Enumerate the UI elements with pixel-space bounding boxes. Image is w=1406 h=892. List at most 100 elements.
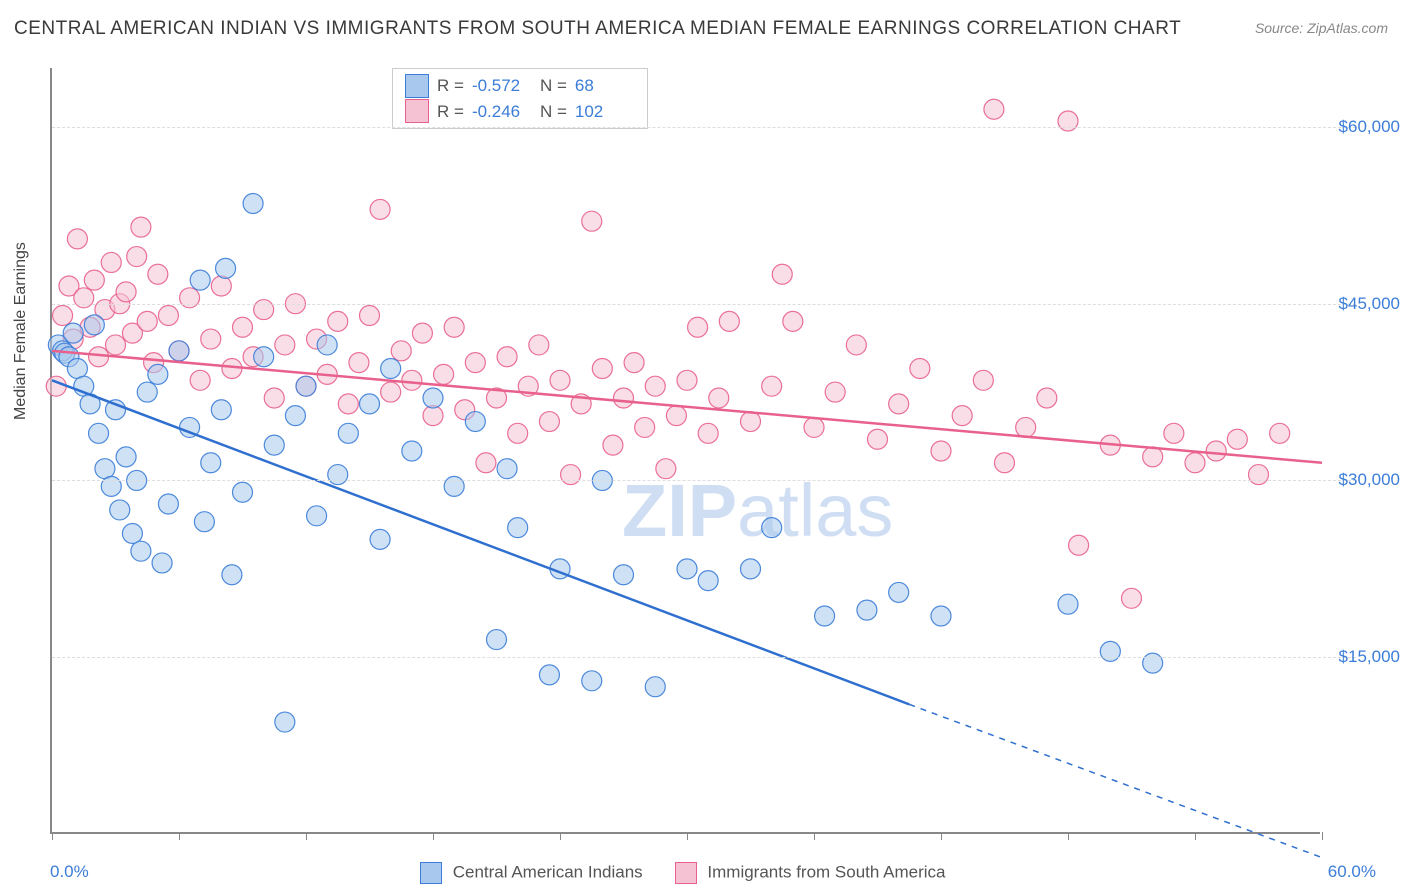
scatter-point — [101, 476, 121, 496]
trend-line — [52, 351, 1322, 463]
scatter-point — [110, 500, 130, 520]
scatter-point — [508, 518, 528, 538]
scatter-point — [698, 423, 718, 443]
scatter-point — [508, 423, 528, 443]
scatter-point — [360, 394, 380, 414]
scatter-point — [216, 258, 236, 278]
scatter-point — [101, 252, 121, 272]
x-tick-mark — [687, 832, 688, 840]
stats-row-series-1: R = -0.572 N = 68 — [405, 73, 635, 99]
scatter-point — [137, 311, 157, 331]
scatter-point — [931, 606, 951, 626]
scatter-point — [127, 247, 147, 267]
y-tick-label: $30,000 — [1339, 470, 1400, 490]
scatter-point — [804, 417, 824, 437]
scatter-point — [233, 482, 253, 502]
x-tick-mark — [1322, 832, 1323, 840]
scatter-point — [148, 264, 168, 284]
source-attribution: Source: ZipAtlas.com — [1255, 20, 1388, 36]
scatter-point — [846, 335, 866, 355]
scatter-point — [169, 341, 189, 361]
scatter-point — [868, 429, 888, 449]
scatter-point — [973, 370, 993, 390]
legend-bottom: Central American Indians Immigrants from… — [420, 862, 945, 884]
x-tick-mark — [433, 832, 434, 840]
scatter-point — [148, 364, 168, 384]
scatter-point — [317, 335, 337, 355]
scatter-point — [1164, 423, 1184, 443]
scatter-point — [698, 571, 718, 591]
x-tick-mark — [941, 832, 942, 840]
scatter-point — [74, 288, 94, 308]
scatter-point — [741, 412, 761, 432]
scatter-point — [1058, 594, 1078, 614]
scatter-point — [338, 423, 358, 443]
scatter-point — [254, 300, 274, 320]
scatter-point — [910, 359, 930, 379]
scatter-point — [677, 559, 697, 579]
scatter-point — [328, 311, 348, 331]
scatter-point — [84, 315, 104, 335]
scatter-point — [180, 288, 200, 308]
x-axis-min-label: 0.0% — [50, 862, 89, 882]
scatter-point — [465, 353, 485, 373]
scatter-point — [381, 359, 401, 379]
stats-n-label-1: N = — [540, 73, 567, 99]
scatter-point — [772, 264, 792, 284]
legend-item-2: Immigrants from South America — [675, 862, 946, 884]
scatter-point — [815, 606, 835, 626]
stats-r-label-2: R = — [437, 99, 464, 125]
stats-r-value-1: -0.572 — [472, 73, 532, 99]
gridline — [52, 657, 1356, 658]
scatter-point — [476, 453, 496, 473]
scatter-point — [614, 388, 634, 408]
scatter-point — [592, 359, 612, 379]
chart-title: CENTRAL AMERICAN INDIAN VS IMMIGRANTS FR… — [14, 18, 1181, 40]
scatter-point — [1122, 588, 1142, 608]
scatter-point — [296, 376, 316, 396]
stats-n-value-2: 102 — [575, 99, 635, 125]
scatter-point — [370, 199, 390, 219]
stats-r-label-1: R = — [437, 73, 464, 99]
scatter-point — [194, 512, 214, 532]
scatter-point — [783, 311, 803, 331]
chart-container: CENTRAL AMERICAN INDIAN VS IMMIGRANTS FR… — [0, 0, 1406, 892]
scatter-point — [233, 317, 253, 337]
y-axis-label: Median Female Earnings — [12, 242, 30, 420]
x-axis-max-label: 60.0% — [1328, 862, 1376, 882]
scatter-point — [688, 317, 708, 337]
scatter-point — [158, 494, 178, 514]
scatter-point — [995, 453, 1015, 473]
scatter-point — [1037, 388, 1057, 408]
scatter-point — [67, 359, 87, 379]
trend-line-extrapolated — [909, 704, 1322, 857]
scatter-point — [391, 341, 411, 361]
stats-swatch-2 — [405, 99, 429, 123]
scatter-point — [1143, 653, 1163, 673]
scatter-point — [762, 376, 782, 396]
scatter-point — [243, 194, 263, 214]
scatter-point — [53, 305, 73, 325]
x-tick-mark — [1068, 832, 1069, 840]
stats-n-label-2: N = — [540, 99, 567, 125]
scatter-point — [328, 465, 348, 485]
legend-label-1: Central American Indians — [453, 862, 643, 881]
y-tick-label: $60,000 — [1339, 117, 1400, 137]
gridline — [52, 127, 1356, 128]
x-tick-mark — [560, 832, 561, 840]
scatter-point — [131, 217, 151, 237]
scatter-point — [857, 600, 877, 620]
x-tick-mark — [1195, 832, 1196, 840]
scatter-point — [131, 541, 151, 561]
scatter-point — [122, 523, 142, 543]
scatter-point — [190, 370, 210, 390]
stats-n-value-1: 68 — [575, 73, 635, 99]
scatter-point — [889, 582, 909, 602]
x-tick-mark — [306, 832, 307, 840]
scatter-point — [381, 382, 401, 402]
scatter-point — [434, 364, 454, 384]
scatter-point — [889, 394, 909, 414]
scatter-point — [67, 229, 87, 249]
scatter-point — [1100, 641, 1120, 661]
scatter-point — [285, 406, 305, 426]
